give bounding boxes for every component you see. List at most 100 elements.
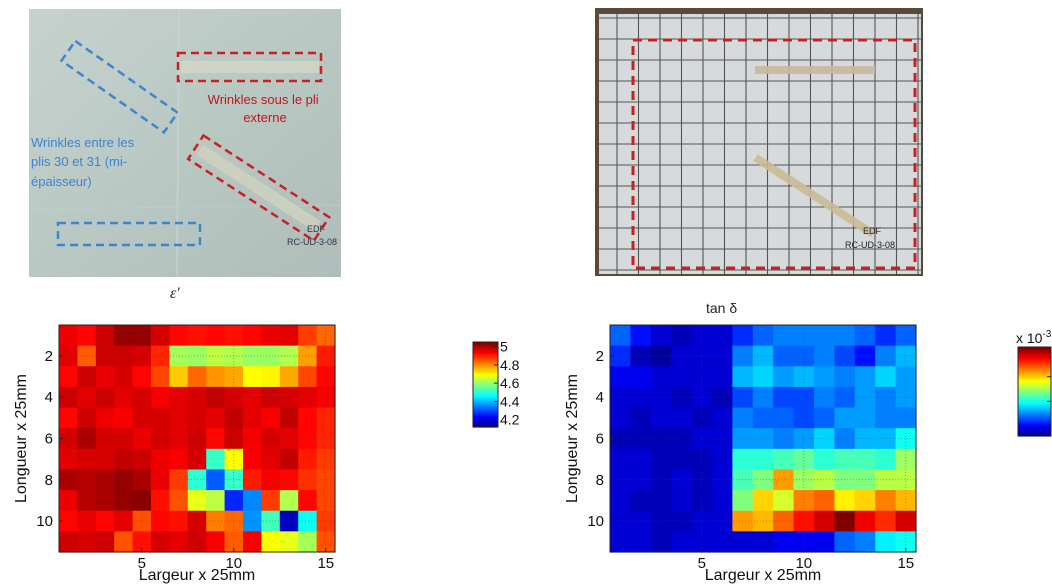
colorbar-segment (1018, 399, 1051, 402)
heatmap-cell (169, 386, 189, 409)
colorbar-segment (1018, 380, 1051, 383)
heatmap-cell (671, 448, 693, 471)
heatmap-cell (132, 510, 152, 532)
heatmap-cell (151, 407, 170, 429)
red-dashed-box (186, 133, 331, 243)
heatmap-cell (279, 448, 299, 471)
heatmap-cell (243, 448, 262, 471)
colorbar-segment (1018, 431, 1051, 434)
heatmap-cell (712, 531, 733, 553)
heatmap-cell (261, 325, 281, 347)
colorbar-segment (473, 396, 498, 399)
heatmap-cell (610, 345, 631, 367)
colorbar-frame (1017, 346, 1052, 437)
heatmap-cell (712, 325, 733, 347)
handwritten-stamp: EDF RC-UD-3-08 (287, 224, 337, 247)
colorbar-segment (1018, 381, 1051, 384)
colorbar-tick-label: 5 (500, 339, 508, 355)
heatmap-cell (834, 345, 856, 367)
heatmap-cell (316, 490, 336, 512)
colorbar-segment (473, 379, 498, 382)
heatmap-cell (650, 510, 672, 532)
colorbar-segment (1018, 372, 1051, 375)
heatmap-cell (114, 345, 134, 367)
wrinkle-strip (755, 66, 875, 74)
colorbar-exponent: x 10-3 (1016, 329, 1052, 346)
colorbar-segment (473, 388, 498, 391)
heatmap-cell (77, 345, 97, 367)
heatmap-cell (279, 345, 299, 367)
colorbar-tick-label: 4.2 (500, 412, 520, 428)
heatmap-cell (206, 325, 226, 347)
colorbar-segment (1018, 392, 1051, 395)
heatmap-cell (875, 428, 897, 450)
heatmap-cell (206, 448, 226, 471)
heatmap-cell (793, 428, 815, 450)
chart-title-left: ε′ (170, 285, 180, 302)
colorbar-segment (1018, 415, 1051, 418)
colorbar-segment (473, 384, 498, 387)
colorbar-segment (1018, 351, 1051, 354)
heatmap-cell (610, 366, 631, 388)
colorbar-segment (1018, 395, 1051, 398)
heatmap-cell (752, 366, 774, 388)
heatmap-cell (691, 428, 713, 450)
heatmap-cell (169, 510, 189, 532)
heatmap-cell (169, 345, 189, 367)
colorbar-segment (1018, 377, 1051, 380)
heatmap-cell (691, 469, 713, 491)
colorbar-segment (473, 343, 498, 346)
heatmap-cell (187, 325, 207, 347)
heatmap-cell (243, 386, 262, 409)
colorbar-segment (473, 377, 498, 380)
heatmap-cell (895, 490, 917, 512)
heatmap-cell (895, 345, 917, 367)
heatmap-cell (151, 325, 170, 347)
heatmap-cell (732, 366, 754, 388)
colorbar-frame (472, 341, 499, 428)
y-tick-label: 2 (45, 348, 53, 365)
blue-dashed-box (59, 39, 180, 135)
heatmap-cell (169, 366, 189, 388)
heatmap-cell (151, 448, 170, 471)
colorbar-segment (1018, 422, 1051, 425)
y-tick-label: 2 (596, 348, 604, 365)
heatmap-cell (895, 448, 917, 471)
heatmap-cell (732, 345, 754, 367)
heatmap-cell (610, 386, 631, 409)
heatmap-cell (671, 366, 693, 388)
colorbar-segment (473, 393, 498, 396)
colorbar-segment (473, 380, 498, 383)
heatmap-cell (95, 386, 115, 409)
heatmap-cell (59, 510, 78, 532)
heatmap-cell (298, 531, 318, 553)
colorbar-segment (473, 344, 498, 347)
colorbar-segment (1018, 369, 1051, 372)
x-tick-label: 15 (317, 555, 334, 572)
heatmap-cell (610, 510, 631, 532)
heatmap-cell (151, 386, 170, 409)
heatmap-cell (261, 490, 281, 512)
heatmap-cell (151, 510, 170, 532)
heatmap-cell (610, 428, 631, 450)
heatmap-cell (650, 366, 672, 388)
heatmap-cell (895, 469, 917, 491)
heatmap-cell (834, 366, 856, 388)
heatmap-cell (814, 531, 835, 553)
heatmap-cell (610, 448, 631, 471)
colorbar-segment (1018, 348, 1051, 351)
heatmap-cell (206, 386, 226, 409)
heatmap-cell (752, 448, 774, 471)
heatmap-cell (187, 490, 207, 512)
heatmap-cell (243, 366, 262, 388)
heatmap-cell (261, 531, 281, 553)
heatmap-cell (793, 490, 815, 512)
heatmap-cell (834, 386, 856, 409)
heatmap-cell (77, 325, 97, 347)
handwritten-stamp: EDF RC-UD-3-08 (845, 226, 895, 250)
heatmap-cell (630, 448, 652, 471)
x-tick-label: 10 (795, 555, 812, 572)
heatmap-cell (610, 325, 631, 347)
colorbar-segment (1018, 384, 1051, 387)
